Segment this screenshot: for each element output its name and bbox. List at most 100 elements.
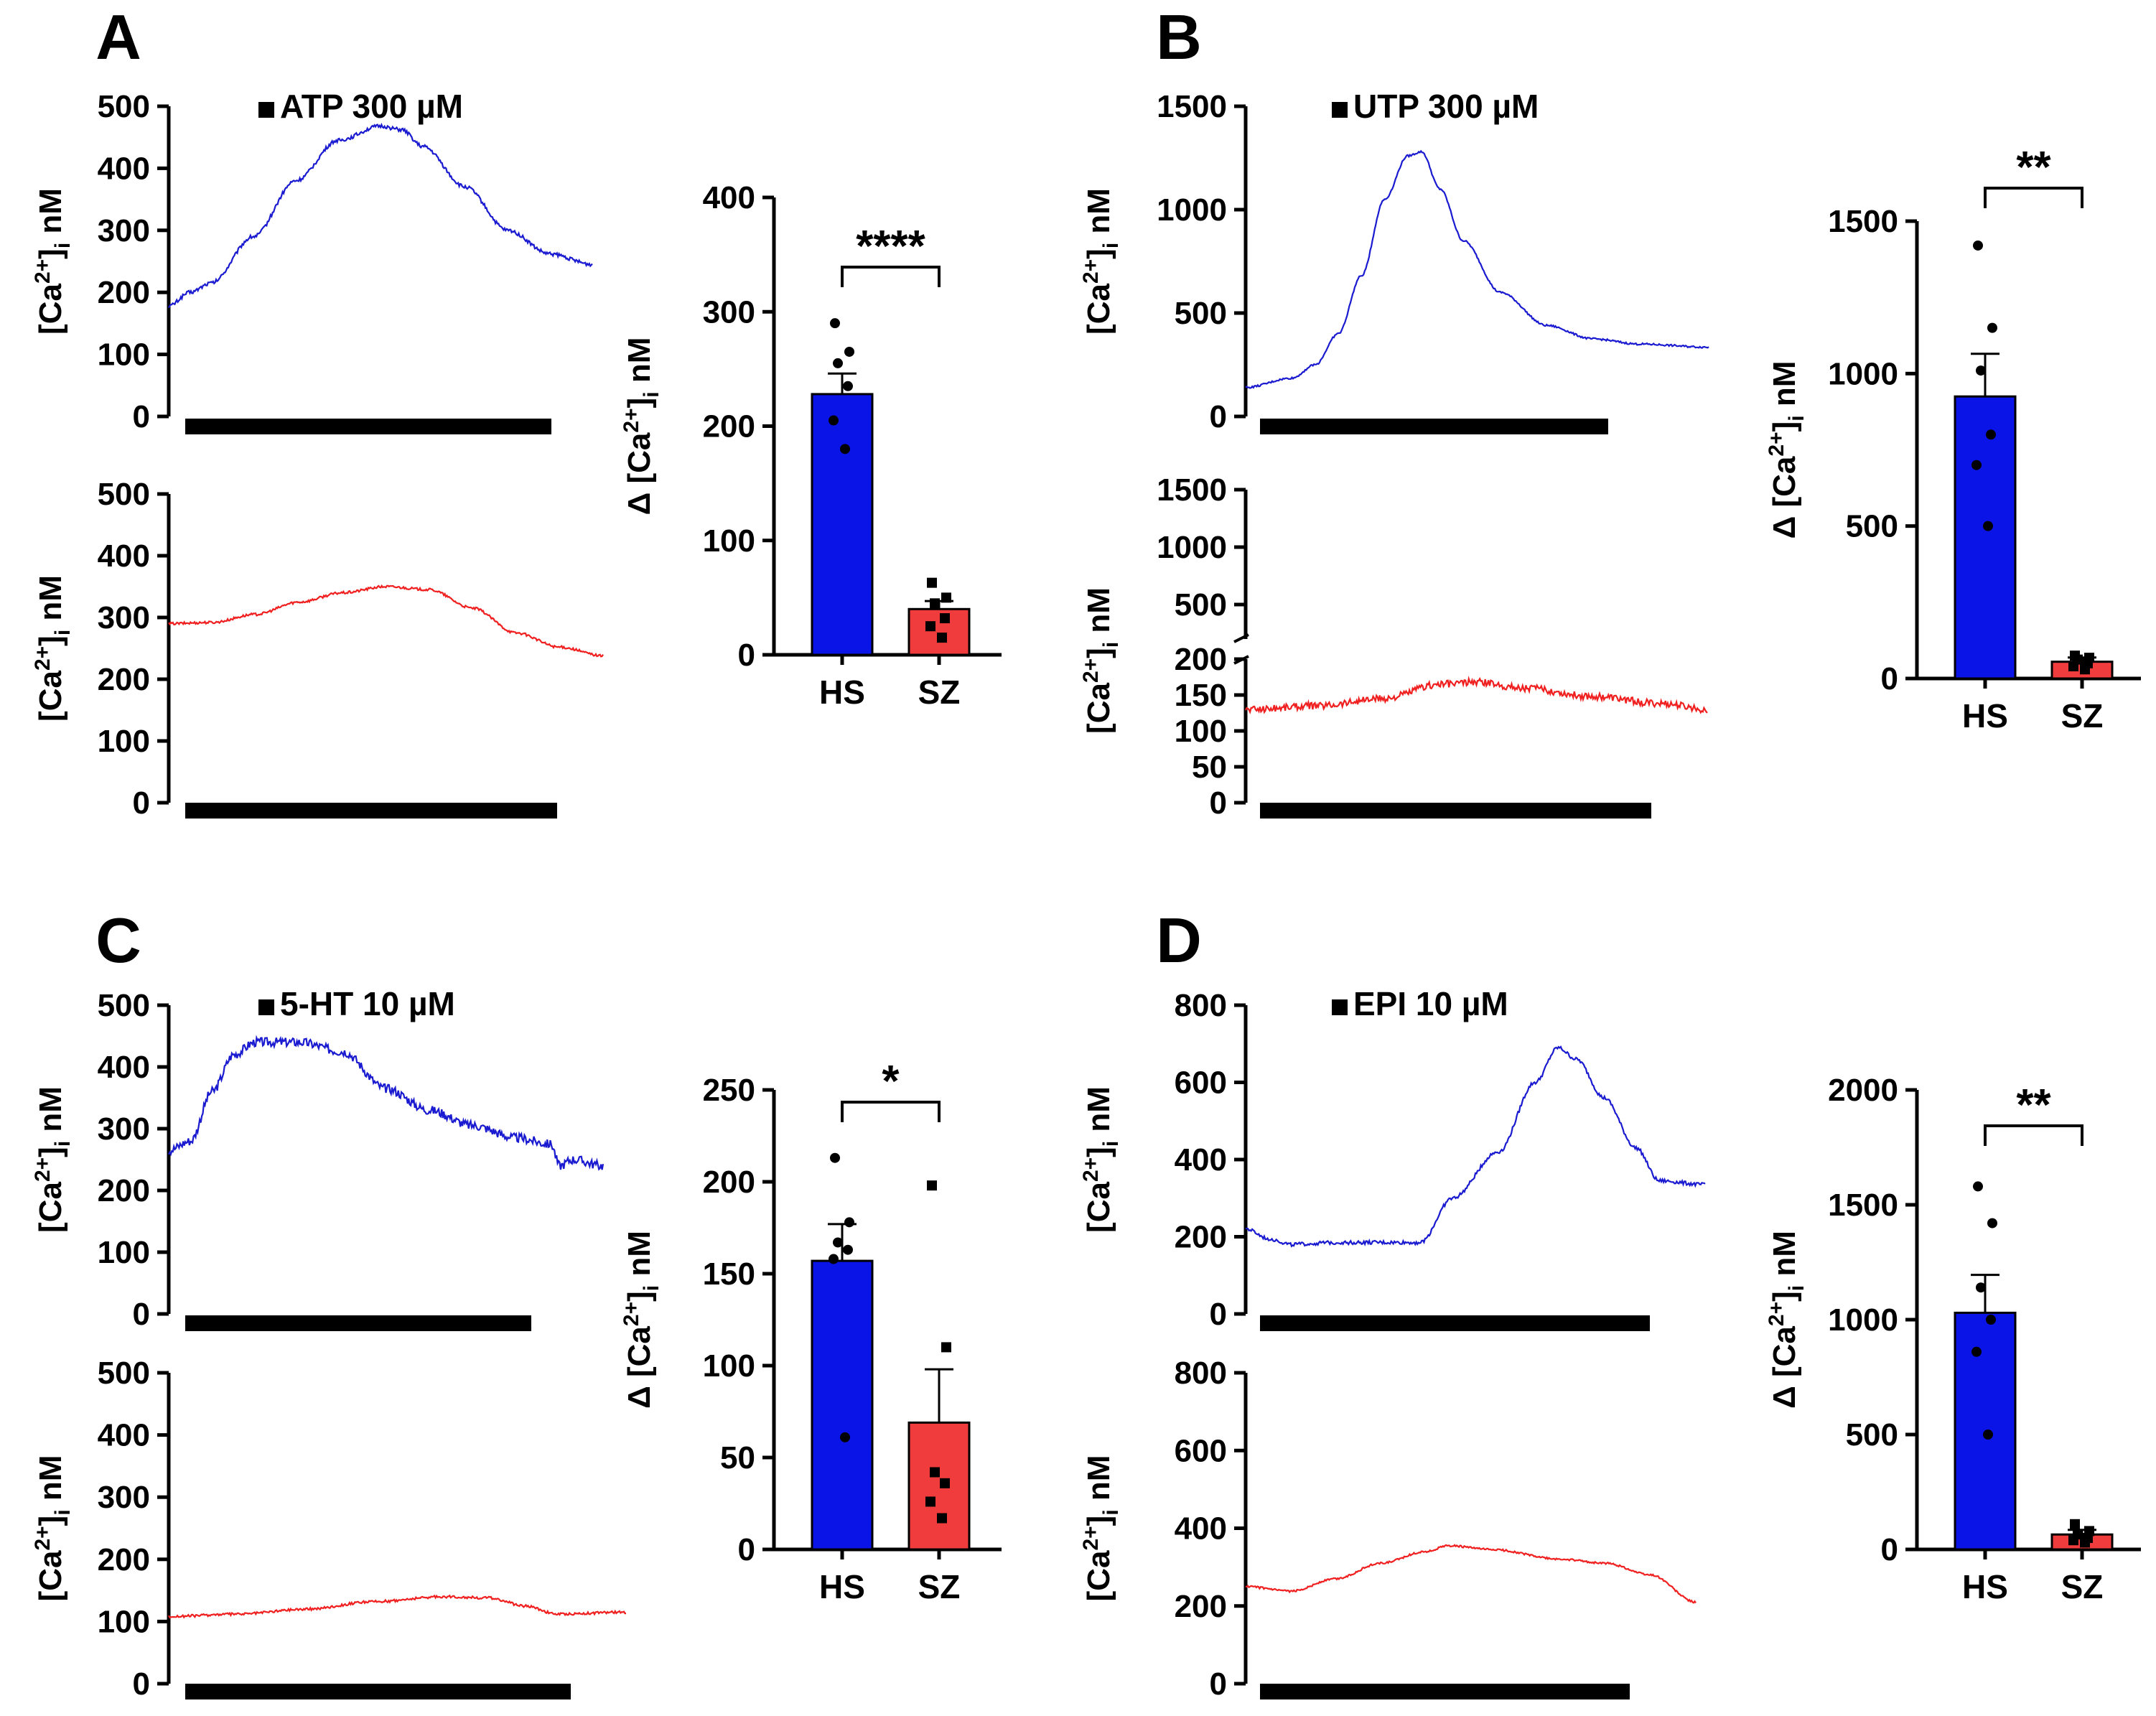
y-tick-label: 1000 <box>1828 1302 1898 1338</box>
y-tick-label: 300 <box>98 213 150 248</box>
data-point-hs <box>1976 365 1986 376</box>
data-point-hs <box>1973 1181 1983 1192</box>
y-tick-label: 0 <box>1210 399 1227 434</box>
y-axis-title-text: [Ca2+]i nM <box>31 188 75 335</box>
y-tick-label: 0 <box>1210 1297 1227 1332</box>
y-tick-label: 100 <box>98 1604 150 1639</box>
y-tick-label: 300 <box>98 1480 150 1515</box>
y-tick-label: 400 <box>98 1050 150 1085</box>
trace-line-hs <box>1245 1045 1706 1248</box>
y-tick-label: 200 <box>1175 642 1227 677</box>
significance-bracket <box>841 1101 941 1122</box>
data-point-hs <box>830 1152 840 1163</box>
data-point-hs <box>1973 240 1983 251</box>
stimulus-legend-marker <box>258 102 274 118</box>
data-point-sz <box>2080 1537 2090 1548</box>
data-point-hs <box>1971 1346 1982 1357</box>
trace-y-axis-title: [Ca2+]i nM <box>31 1086 75 1233</box>
data-point-hs <box>1976 1282 1986 1293</box>
data-point-hs <box>1987 322 1997 333</box>
y-tick-label: 600 <box>1175 1433 1227 1468</box>
trace-plot-D-HS: 0 200 400 600 800 [Ca2+]i nM EPI 10 µM <box>1079 985 1706 1332</box>
stimulus-legend-label: 5-HT 10 µM <box>280 985 455 1022</box>
significance-label: **** <box>856 222 925 271</box>
data-point-hs <box>1986 1315 1996 1325</box>
y-tick-label: 50 <box>720 1440 755 1475</box>
data-point-sz <box>940 1478 950 1488</box>
y-tick-label: 400 <box>98 538 150 574</box>
bar-y-axis-title: Δ [Ca2+]i nM <box>1765 361 1809 539</box>
trace-line-hs <box>168 122 593 309</box>
data-point-sz <box>2070 1519 2080 1529</box>
data-point-sz <box>2080 664 2090 675</box>
bar-sz <box>907 607 971 656</box>
stimulus-bar <box>185 1315 531 1331</box>
y-tick-label: 0 <box>1881 661 1898 696</box>
stimulus-bar <box>1260 1315 1650 1331</box>
data-point-hs <box>833 1237 843 1248</box>
trace-y-axis-title: [Ca2+]i nM <box>1079 587 1123 734</box>
y-axis-title-text: [Ca2+]i nM <box>1079 1086 1123 1233</box>
y-axis-title-text: [Ca2+]i nM <box>31 1086 75 1233</box>
trace-plot-A-SZ: 0 100 200 300 400 500 [Ca2+]i nM <box>31 477 604 821</box>
bar-chart-D: 0 500 1000 1500 2000 HS SZ ** Δ [Ca2+]i nM <box>1765 1073 2141 1605</box>
data-point-hs <box>1986 429 1996 440</box>
data-point-hs <box>844 1217 854 1228</box>
y-tick-label: 200 <box>1175 1220 1227 1255</box>
y-tick-label: 100 <box>703 1348 755 1384</box>
y-tick-label: 0 <box>1881 1532 1898 1567</box>
bar-chart-C: 0 50 100 150 200 250 HS SZ * Δ [Ca2+]i nM <box>620 1057 1002 1605</box>
y-axis-title-text: [Ca2+]i nM <box>31 575 75 722</box>
significance-bracket <box>1984 1124 2083 1146</box>
significance-bracket <box>841 266 941 287</box>
bar-hs <box>811 393 874 656</box>
data-point-sz <box>941 592 951 603</box>
x-tick-label-sz: SZ <box>918 673 961 711</box>
trace-plot-A-HS: 0 100 200 300 400 500 [Ca2+]i nM ATP 300 µM <box>31 88 593 434</box>
y-tick-label: 500 <box>98 89 150 124</box>
bar-hs <box>1954 395 2017 680</box>
y-tick-label: 0 <box>133 1666 150 1702</box>
trace-line-sz <box>168 584 604 658</box>
y-axis-title-text: Δ [Ca2+]i nM <box>1765 1231 1809 1409</box>
data-point-sz <box>2068 1535 2078 1546</box>
y-tick-label: 300 <box>98 600 150 635</box>
panel-letter-a: A <box>95 1 141 73</box>
y-tick-label: 50 <box>1192 750 1227 785</box>
y-tick-label: 1000 <box>1157 192 1227 228</box>
y-tick-label: 250 <box>703 1073 755 1108</box>
data-point-sz <box>930 598 940 609</box>
y-tick-label: 800 <box>1175 1356 1227 1391</box>
bar-y-axis-title: Δ [Ca2+]i nM <box>620 337 663 516</box>
y-tick-label: 100 <box>98 1235 150 1270</box>
y-tick-label: 400 <box>98 151 150 186</box>
y-tick-label: 500 <box>98 988 150 1023</box>
y-tick-label-upper: 1000 <box>1157 530 1227 565</box>
stimulus-legend-marker <box>1332 999 1348 1015</box>
data-point-sz <box>937 633 947 643</box>
stimulus-legend-marker <box>1332 102 1348 118</box>
y-tick-label: 200 <box>98 1542 150 1577</box>
data-point-sz <box>927 1180 937 1191</box>
y-tick-label: 150 <box>703 1256 755 1292</box>
axis-break-mark <box>1233 633 1249 643</box>
y-tick-label: 500 <box>1846 509 1898 544</box>
significance-label: ** <box>2016 143 2051 192</box>
x-tick-label-hs: HS <box>819 673 865 711</box>
y-tick-label: 100 <box>1175 714 1227 749</box>
data-point-hs <box>1983 521 1993 531</box>
y-axis-title-text: [Ca2+]i nM <box>1079 188 1123 335</box>
trace-y-axis-title: [Ca2+]i nM <box>1079 188 1123 335</box>
trace-line-sz <box>1245 676 1708 714</box>
data-point-hs <box>830 318 840 329</box>
y-tick-label: 1500 <box>1828 204 1898 239</box>
y-tick-label: 400 <box>1175 1142 1227 1178</box>
y-tick-label: 2000 <box>1828 1073 1898 1108</box>
data-point-hs <box>844 346 854 357</box>
bar-hs <box>811 1259 874 1551</box>
stimulus-bar <box>185 803 557 819</box>
y-tick-label: 200 <box>703 1165 755 1200</box>
data-point-hs <box>829 415 839 426</box>
y-axis-title-text: Δ [Ca2+]i nM <box>620 337 663 516</box>
